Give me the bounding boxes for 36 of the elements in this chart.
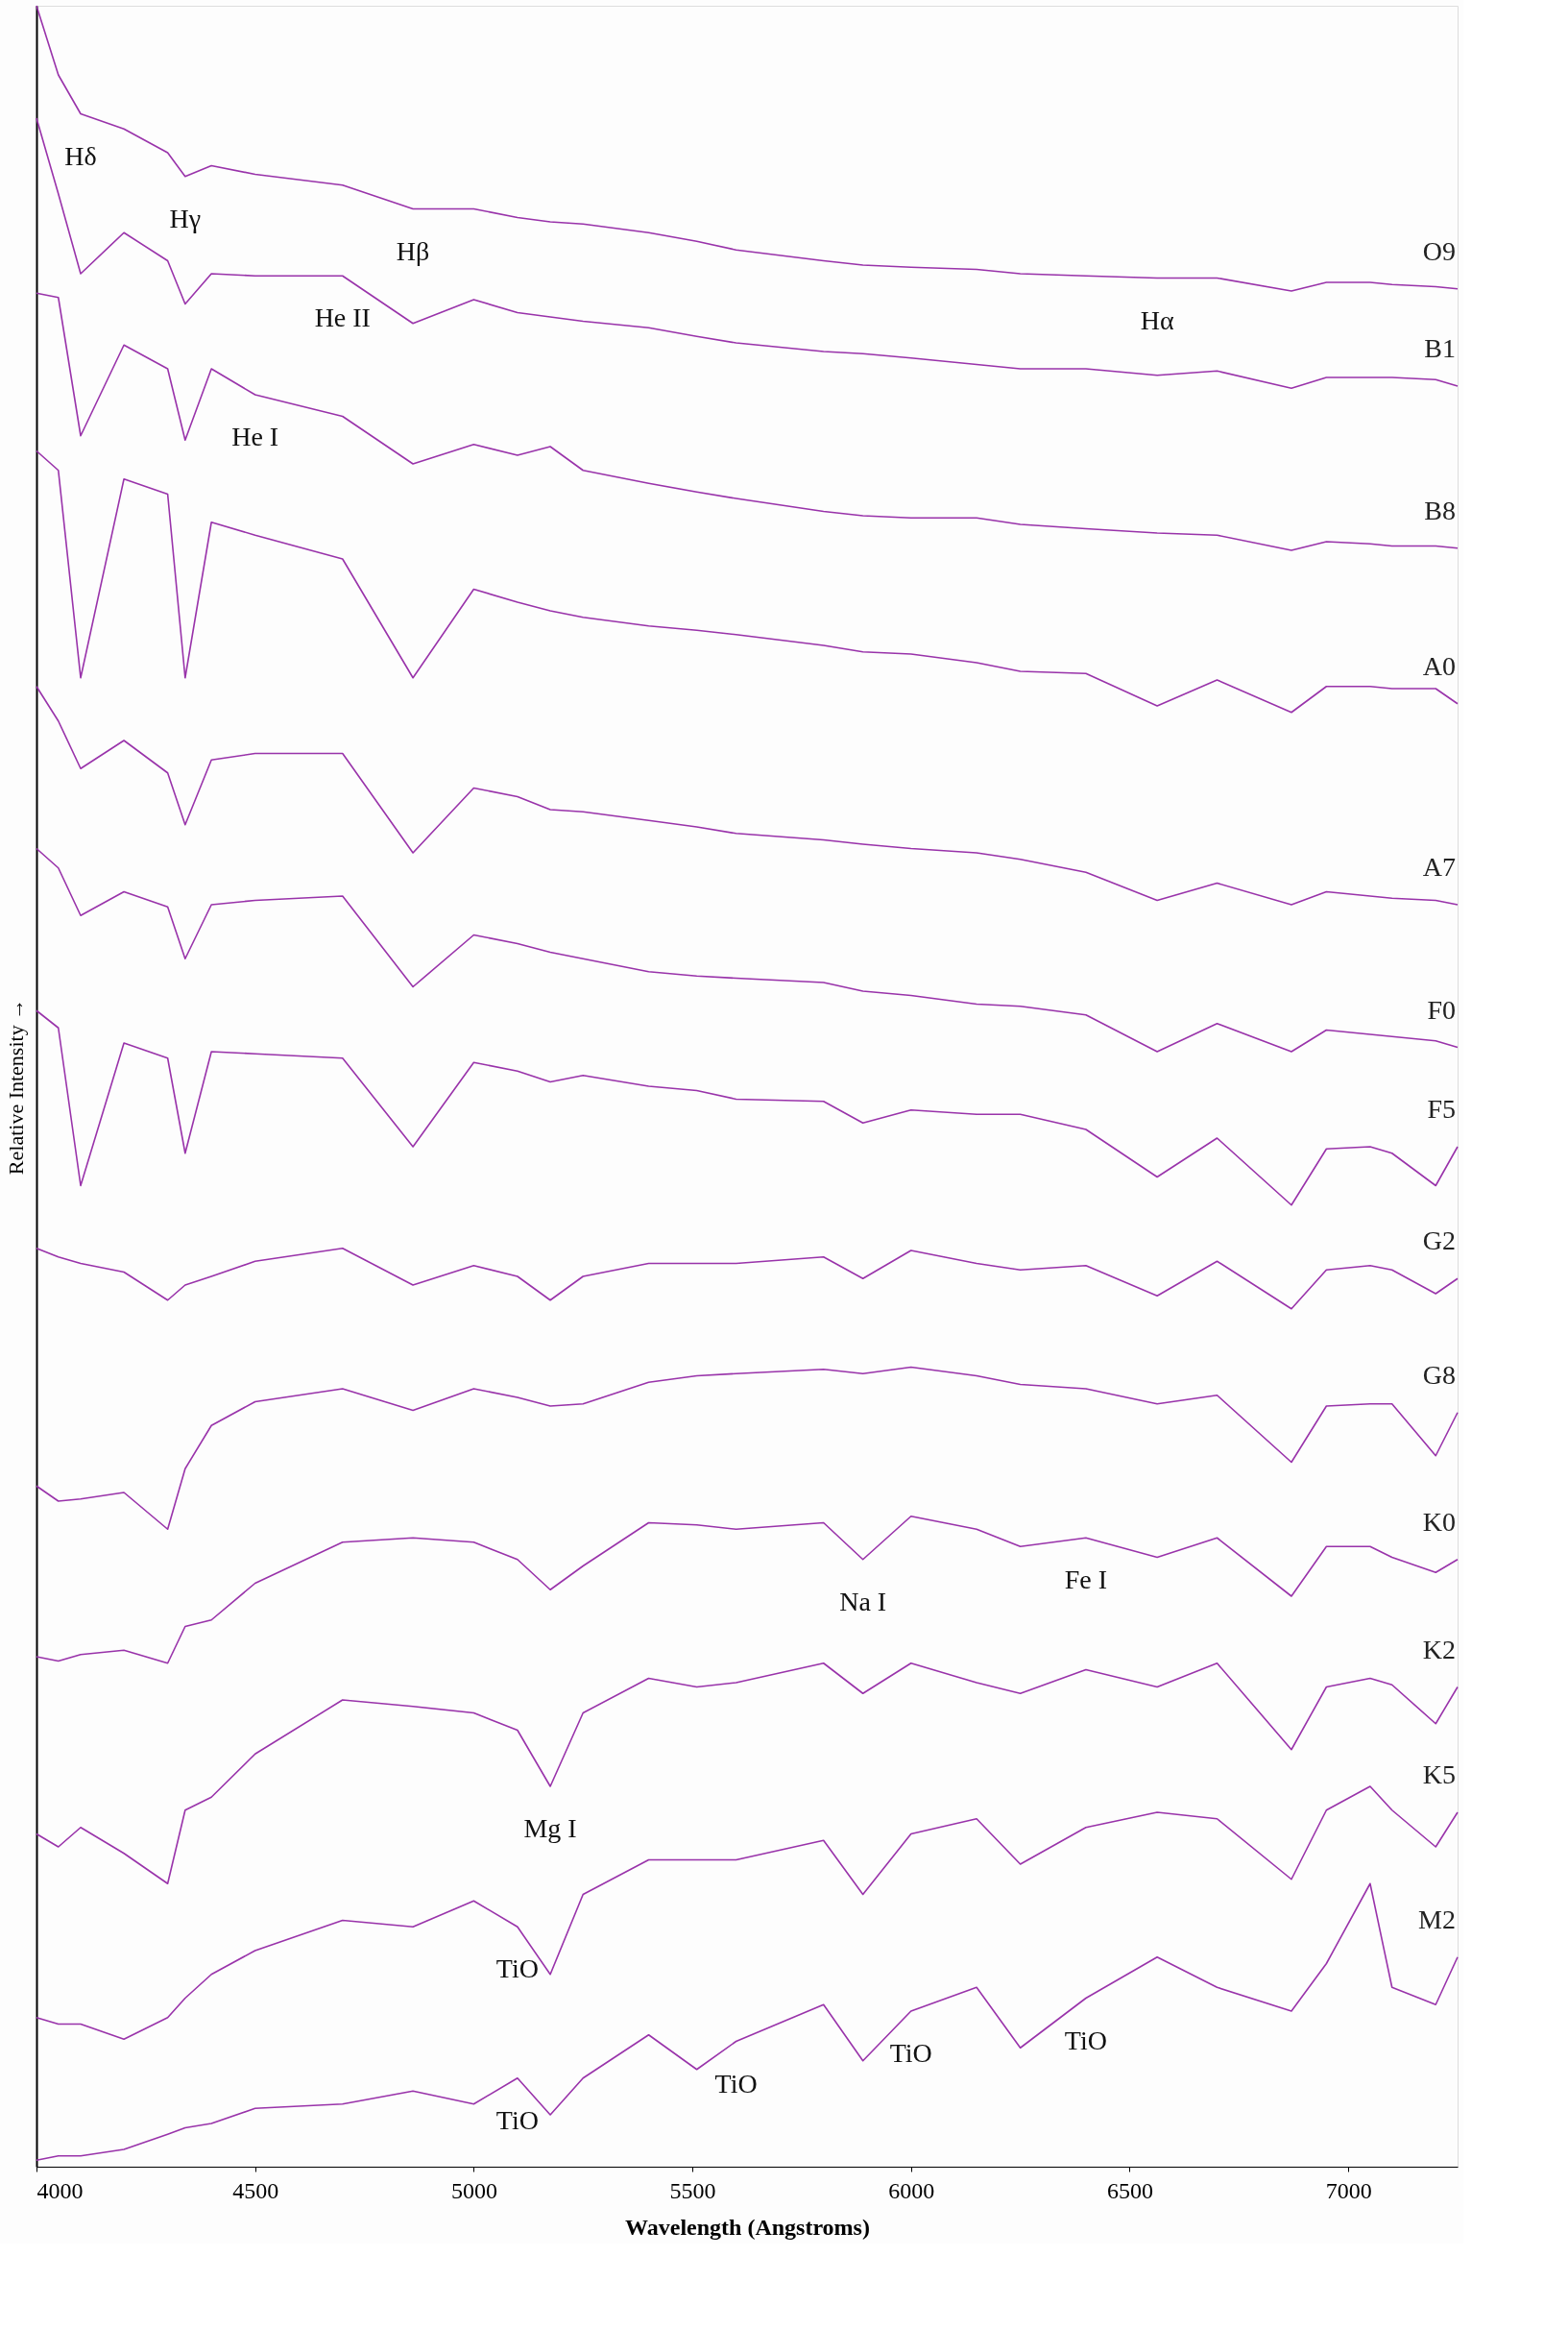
x-tick-label: 6500: [1106, 2177, 1153, 2203]
y-axis-title: Relative Intensity →: [3, 998, 28, 1176]
annotation: He II: [314, 303, 371, 333]
x-tick-label: 5500: [669, 2177, 716, 2203]
annotation: TiO: [714, 2068, 758, 2099]
series-label: K0: [1422, 1506, 1456, 1537]
x-tick-label: 4000: [36, 2177, 84, 2203]
series-label: G2: [1422, 1225, 1456, 1256]
annotation: Mg I: [523, 1813, 577, 1843]
x-tick-label: 7000: [1325, 2177, 1372, 2203]
series-label: K2: [1422, 1634, 1456, 1664]
annotation: TiO: [495, 2104, 539, 2135]
series-label: B1: [1424, 333, 1456, 363]
annotation: Na I: [839, 1586, 887, 1616]
series-label: A7: [1422, 852, 1456, 882]
x-tick-label: 6000: [888, 2177, 935, 2203]
series-label: B8: [1424, 495, 1456, 525]
annotation: Fe I: [1064, 1565, 1108, 1595]
annotation: Hβ: [396, 235, 430, 266]
annotation: Hγ: [169, 203, 202, 233]
series-label: O9: [1422, 235, 1456, 266]
series-label: G8: [1422, 1359, 1456, 1390]
annotation: Hα: [1140, 304, 1174, 335]
series-label: K5: [1422, 1759, 1456, 1789]
x-axis-title: Wavelength (Angstroms): [625, 2214, 870, 2240]
annotation: Hδ: [64, 140, 97, 171]
x-tick-label: 5000: [450, 2177, 497, 2203]
x-tick-label: 4500: [232, 2177, 279, 2203]
annotation: TiO: [889, 2038, 932, 2068]
series-label: M2: [1418, 1904, 1456, 1934]
series-label: F0: [1427, 994, 1456, 1025]
series-label: F5: [1427, 1094, 1456, 1124]
annotation: TiO: [1064, 2025, 1107, 2055]
annotation: He I: [231, 422, 279, 451]
series-label: A0: [1422, 650, 1456, 681]
annotation: TiO: [495, 1953, 539, 1984]
